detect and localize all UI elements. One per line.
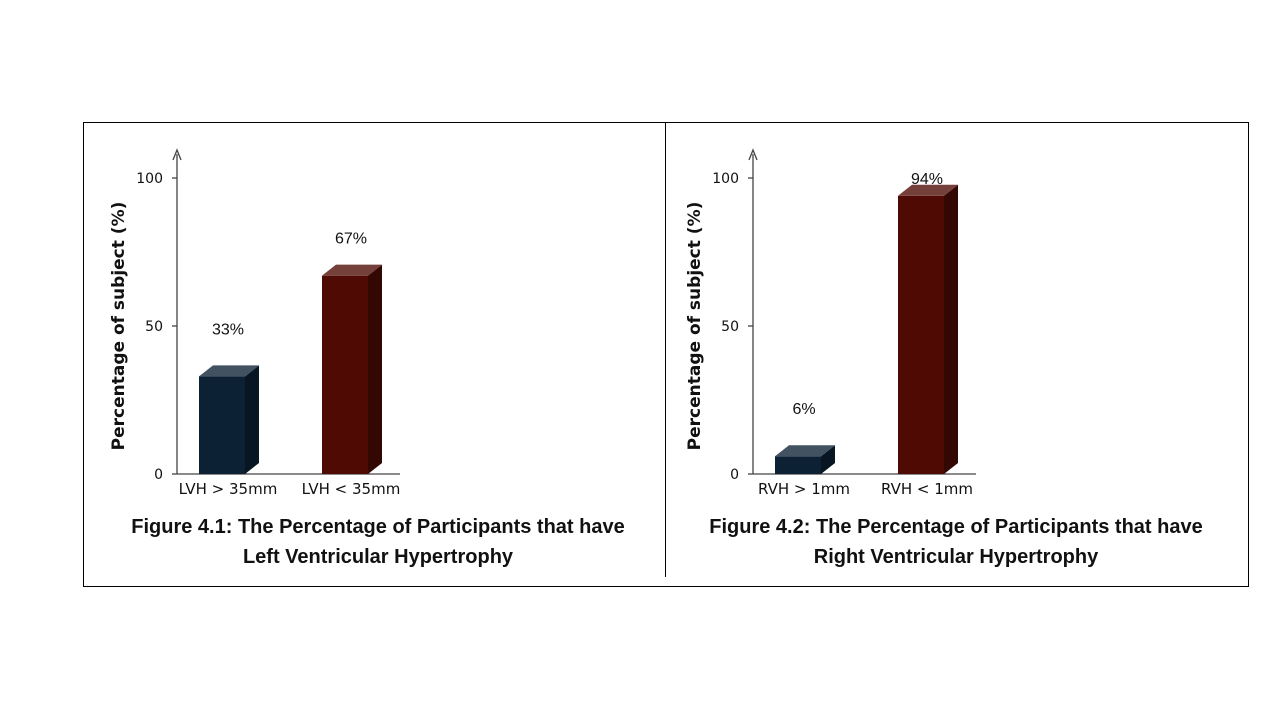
y-tick-label: 0	[154, 467, 163, 483]
y-axis-arrow	[172, 148, 182, 161]
rvh-bar-chart: 0 50 100 Percentage of subject (%) 6% RVH > 1…	[685, 148, 976, 498]
caption-line-1: Figure 4.2: The Percentage of Participan…	[709, 516, 1203, 538]
bar	[898, 195, 944, 474]
figure-4-1-caption: Figure 4.1: The Percentage of Participan…	[98, 512, 658, 572]
bar-top	[322, 264, 382, 276]
y-tick-label: 50	[721, 319, 739, 335]
y-tick-label: 50	[145, 319, 163, 335]
caption-line-2: Left Ventricular Hypertrophy	[242, 546, 514, 568]
x-tick-label: LVH > 35mm	[179, 480, 278, 498]
bar	[199, 376, 245, 474]
caption-line-2: Right Ventricular Hypertrophy	[813, 546, 1099, 568]
bar	[322, 275, 368, 474]
bar-side	[368, 264, 382, 474]
bar-side	[944, 184, 958, 474]
data-label: 33%	[212, 321, 244, 338]
figure-4-2-caption: Figure 4.2: The Percentage of Participan…	[676, 512, 1236, 572]
y-axis-title: Percentage of subject (%)	[109, 202, 129, 451]
x-tick-label: RVH > 1mm	[758, 480, 850, 498]
data-label: 94%	[911, 171, 943, 188]
bar-top	[898, 184, 958, 196]
data-label: 6%	[792, 401, 815, 418]
x-tick-label: LVH < 35mm	[302, 480, 401, 498]
figure-frame	[83, 122, 1249, 587]
bar-top	[775, 445, 835, 457]
bar	[775, 456, 821, 474]
bar-side	[821, 445, 835, 474]
lvh-bar-chart: 0 50 100 Percentage of subject (%) 33% LVH > …	[109, 148, 401, 498]
data-label: 67%	[335, 231, 367, 248]
y-tick-label: 0	[730, 467, 739, 483]
figure-divider	[665, 123, 666, 577]
x-tick-label: RVH < 1mm	[881, 480, 973, 498]
bar-top	[199, 365, 259, 377]
bar-side	[245, 365, 259, 474]
y-tick-label: 100	[136, 171, 163, 187]
y-axis-arrow	[748, 148, 758, 161]
y-tick-label: 100	[712, 171, 739, 187]
caption-line-1: Figure 4.1: The Percentage of Participan…	[131, 516, 625, 538]
y-axis-title: Percentage of subject (%)	[685, 202, 705, 451]
